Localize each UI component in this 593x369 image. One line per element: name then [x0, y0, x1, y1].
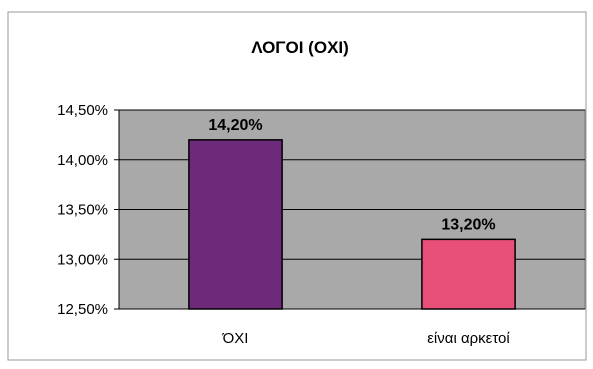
y-tick-label: 13,50% — [57, 202, 108, 219]
chart-title: ΛΟΓΟΙ (ΟΧΙ) — [251, 38, 349, 57]
bar — [421, 238, 516, 310]
bars — [188, 139, 516, 310]
y-tick-label: 12,50% — [57, 301, 108, 318]
category-label: είναι αρκετοί — [427, 330, 510, 347]
category-label: ΌΧΙ — [222, 330, 249, 347]
x-axis-categories: ΌΧΙ είναι αρκετοί — [222, 330, 511, 347]
data-label: 13,20% — [441, 216, 495, 233]
y-tick-label: 14,50% — [57, 102, 108, 119]
data-labels: 14,20% 13,20% — [208, 117, 495, 234]
y-tick-label: 14,00% — [57, 152, 108, 169]
data-label: 14,20% — [208, 117, 262, 134]
bar — [188, 139, 283, 310]
y-tick-label: 13,00% — [57, 251, 108, 268]
y-axis-ticks: 12,50% 13,00% 13,50% 14,00% 14,50% — [57, 102, 119, 318]
